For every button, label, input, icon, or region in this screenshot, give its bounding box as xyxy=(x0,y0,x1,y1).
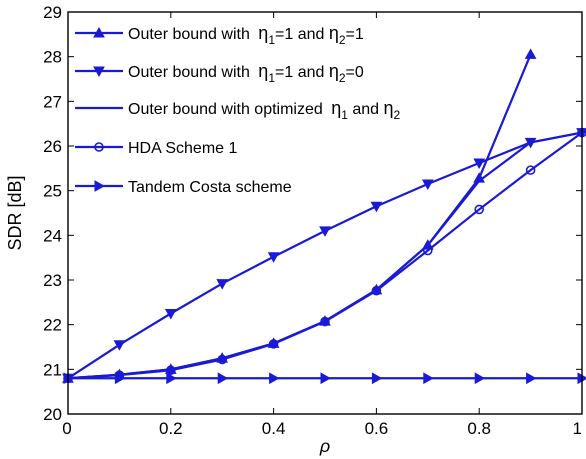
data-point xyxy=(320,316,330,327)
legend-entry-2: Outer bound with η1=1 and η2=0 xyxy=(75,61,364,85)
data-point xyxy=(422,245,433,256)
legend-label: Outer bound with η1=1 and η2=0 xyxy=(128,61,364,85)
data-point xyxy=(474,204,485,215)
data-point xyxy=(421,179,434,190)
data-point xyxy=(164,309,177,320)
legend-marker xyxy=(94,180,106,192)
plot-area xyxy=(68,12,582,414)
legend-marker xyxy=(93,26,105,38)
y-tick-label: 22 xyxy=(43,316,62,335)
x-tick-label: 0.4 xyxy=(262,419,286,438)
data-point xyxy=(371,285,382,296)
legend-label: Outer bound with η1=1 and η2=1 xyxy=(128,23,364,47)
y-tick-label: 21 xyxy=(43,360,62,379)
y-tick-label: 29 xyxy=(43,3,62,22)
data-point xyxy=(216,279,229,290)
legend-marker xyxy=(94,142,104,152)
data-point xyxy=(526,372,537,385)
y-tick-label: 23 xyxy=(43,271,62,290)
x-axis-label: ρ xyxy=(319,436,330,456)
legend-marker xyxy=(93,66,105,78)
data-point xyxy=(524,48,537,59)
y-tick-label: 24 xyxy=(43,226,62,245)
x-tick-label: 1 xyxy=(573,419,582,438)
data-point xyxy=(113,340,126,351)
legend-entry-3: Outer bound with optimized η1 and η2 xyxy=(75,98,401,122)
plot-frame xyxy=(67,11,583,415)
legend-label: HDA Scheme 1 xyxy=(128,140,237,157)
series-5 xyxy=(63,372,586,385)
data-point xyxy=(166,372,177,385)
legend-label: Outer bound with optimized η1 and η2 xyxy=(128,98,401,122)
x-tick-label: 0.8 xyxy=(467,419,491,438)
data-point xyxy=(473,158,486,170)
data-point xyxy=(320,372,332,385)
x-tick-label: 0.6 xyxy=(365,419,389,438)
x-tick-label: 0.2 xyxy=(159,419,183,438)
x-tick-label: 0 xyxy=(62,419,71,438)
data-point xyxy=(269,372,280,385)
data-point xyxy=(423,372,434,385)
series-line xyxy=(67,131,583,380)
y-tick-label: 20 xyxy=(43,405,62,424)
y-tick-label: 27 xyxy=(43,92,62,111)
y-tick-label: 26 xyxy=(43,137,62,156)
y-axis-label: SDR [dB] xyxy=(5,175,25,250)
ticks-layer: 0 0.2 0.4 0.6 0.8 1 20 21 22 23 24 25 26 27 28 29 xyxy=(43,3,583,438)
legend-entry-1: Outer bound with η1=1 and η2=1 xyxy=(75,23,364,47)
data-point xyxy=(474,372,486,385)
legend-entry-5: Tandem Costa scheme xyxy=(75,179,292,196)
y-tick-label: 28 xyxy=(43,48,62,67)
legend-label: Tandem Costa scheme xyxy=(128,179,292,196)
legend-entry-4: HDA Scheme 1 xyxy=(75,140,237,157)
y-tick-label: 25 xyxy=(43,182,62,201)
series-layer xyxy=(62,48,586,385)
data-point xyxy=(267,252,280,263)
data-point xyxy=(268,339,279,349)
data-point xyxy=(319,226,331,237)
data-point xyxy=(114,372,126,385)
data-point xyxy=(525,165,536,175)
data-point xyxy=(166,365,176,376)
legend: Outer bound with η1=1 and η2=1 Outer boun… xyxy=(75,23,401,196)
data-point xyxy=(217,372,229,385)
data-point xyxy=(370,201,383,213)
data-point xyxy=(217,354,227,365)
data-point xyxy=(371,372,383,385)
